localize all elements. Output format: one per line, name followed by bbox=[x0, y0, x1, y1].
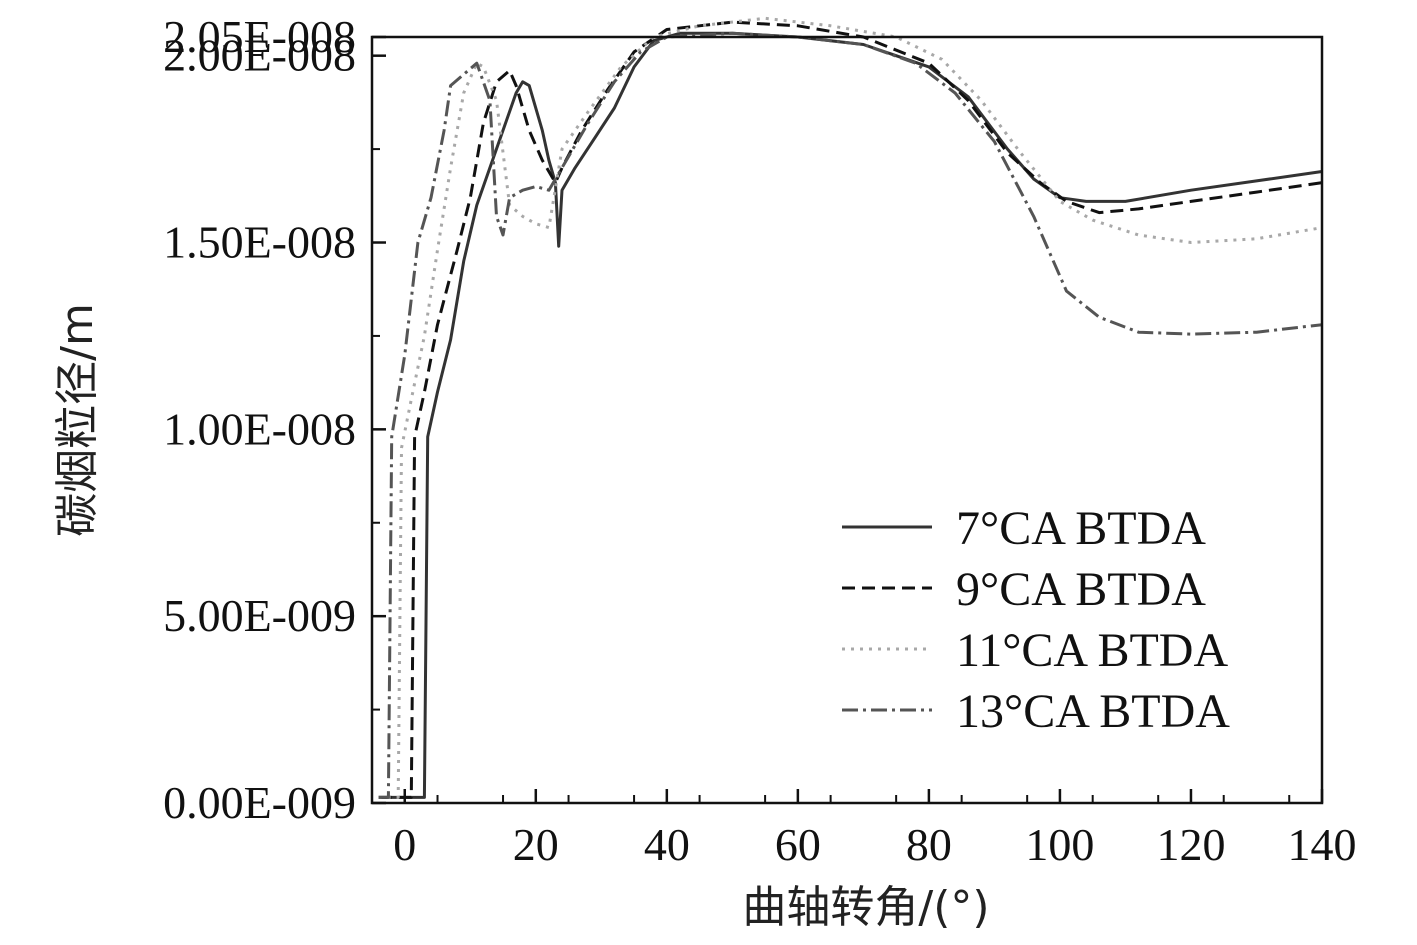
x-axis-title: 曲轴转角/(°) bbox=[742, 882, 989, 933]
series-line-2 bbox=[378, 20, 1323, 799]
series-line-3 bbox=[378, 16, 1323, 799]
x-tick-label: 80 bbox=[906, 819, 952, 870]
ticks-layer bbox=[371, 35, 1324, 805]
y-tick-label: 1.50E-008 bbox=[163, 217, 356, 268]
y-tick-label: 0.00E-009 bbox=[163, 777, 356, 828]
x-tick-label: 140 bbox=[1288, 819, 1357, 870]
legend-label: 7°CA BTDA bbox=[956, 502, 1206, 555]
x-tick-label: 40 bbox=[644, 819, 690, 870]
series-line-4 bbox=[378, 31, 1323, 799]
x-tick-label: 100 bbox=[1025, 819, 1094, 870]
y-tick-label: 5.00E-009 bbox=[163, 590, 356, 641]
series-layer bbox=[378, 16, 1323, 799]
y-axis-title: 碳烟粒径/m bbox=[52, 303, 103, 537]
x-tick-label: 60 bbox=[775, 819, 821, 870]
x-tick-label: 0 bbox=[393, 819, 416, 870]
tick-labels-layer: 0 20 40 60 80 100 120 140 0.00E-009 5.00E-009 1.00… bbox=[163, 11, 1356, 870]
plot-frame bbox=[370, 35, 1324, 805]
legend: 7°CA BTDA 9°CA BTDA 11°CA BTDA 13°CA BTDA bbox=[842, 502, 1230, 738]
legend-label: 11°CA BTDA bbox=[956, 624, 1228, 677]
legend-label: 9°CA BTDA bbox=[956, 563, 1206, 616]
series-line-1 bbox=[378, 31, 1323, 799]
y-tick-label: 1.00E-008 bbox=[163, 403, 356, 454]
x-tick-label: 20 bbox=[513, 819, 559, 870]
x-tick-label: 120 bbox=[1156, 819, 1225, 870]
y-tick-label: 2.05E-008 bbox=[163, 11, 356, 62]
y-tick-label: 2.00E-008 bbox=[163, 30, 356, 81]
legend-label: 13°CA BTDA bbox=[956, 685, 1230, 738]
